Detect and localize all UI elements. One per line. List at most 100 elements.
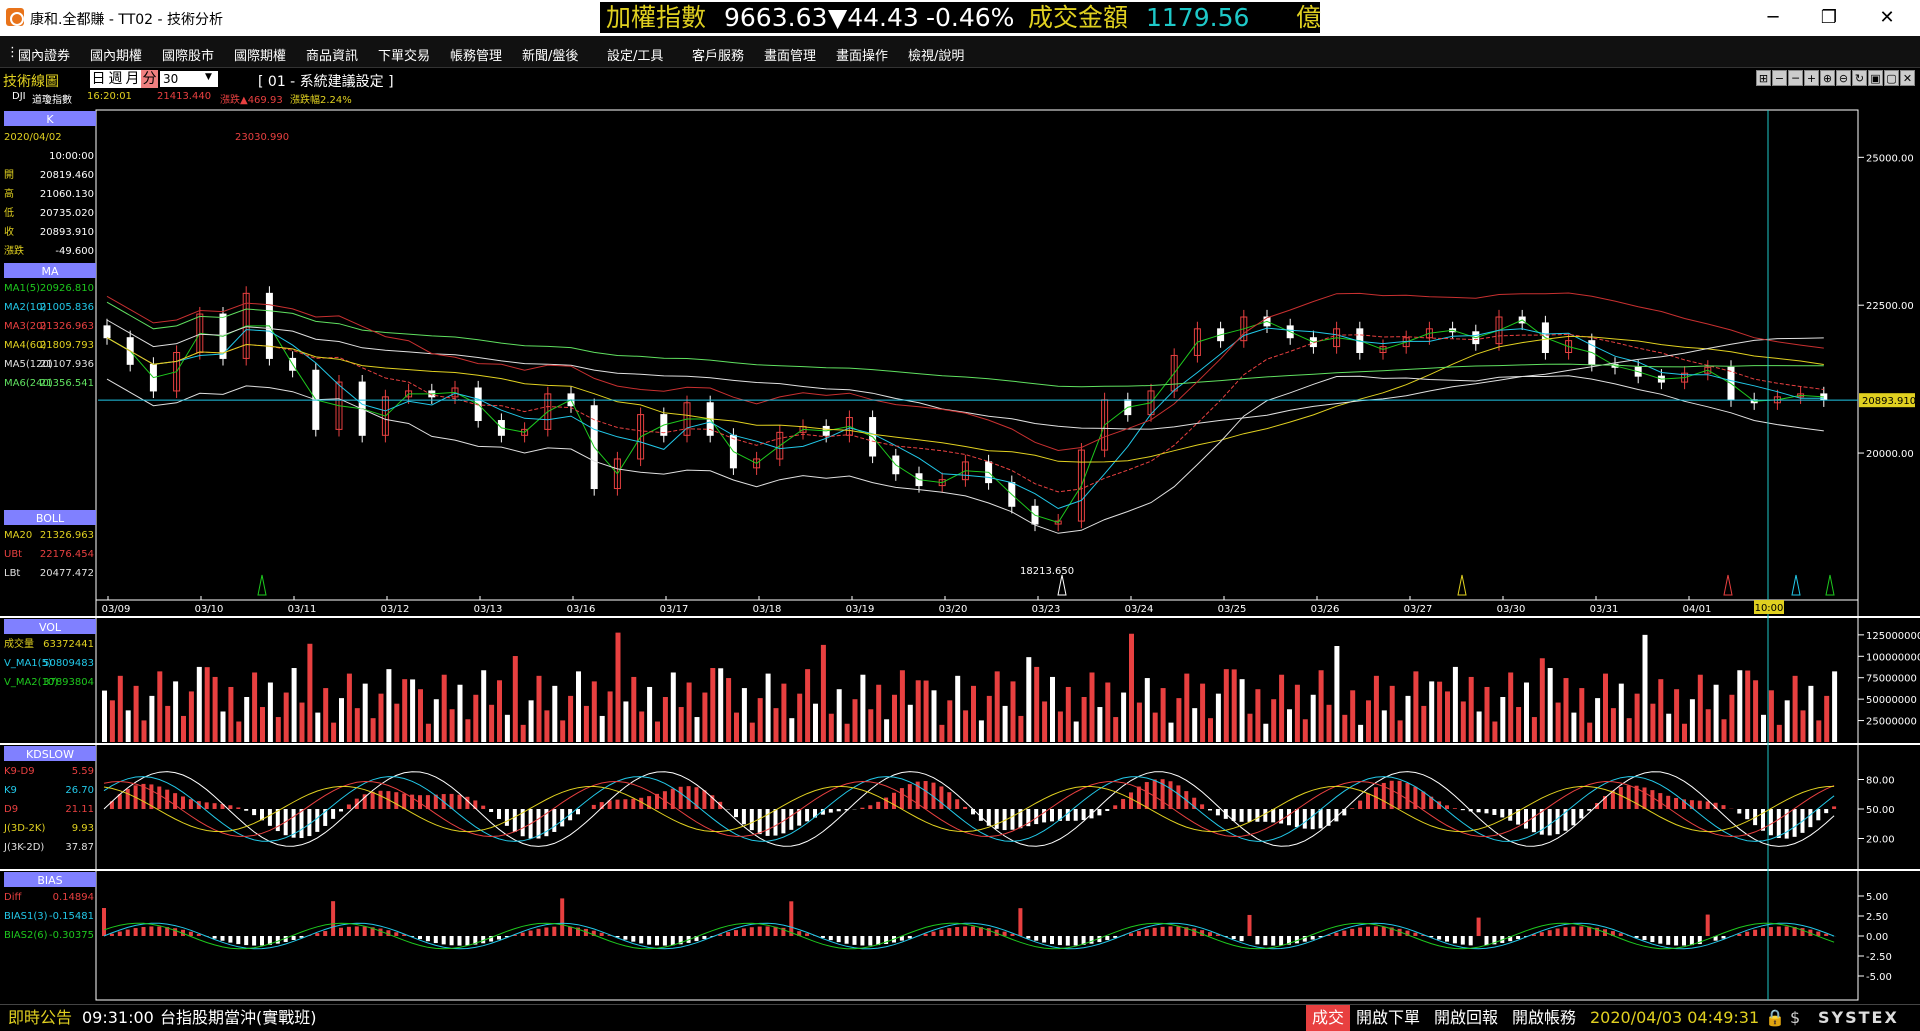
kd-bar xyxy=(742,809,746,824)
close-icon[interactable]: ✕ xyxy=(1864,4,1910,32)
bias-row-value: -0.15481 xyxy=(49,911,94,922)
bias-bar xyxy=(134,928,138,936)
vol-bar xyxy=(1524,683,1529,742)
vol-bar xyxy=(292,668,297,742)
menu-item-6[interactable]: 帳務管理 xyxy=(450,45,502,64)
x-tick-label: 03/18 xyxy=(753,604,782,615)
kd-bar xyxy=(1445,805,1449,809)
lock-icon[interactable]: 🔒 xyxy=(1765,1005,1785,1031)
chevron-down-icon[interactable]: ▼ xyxy=(205,72,212,82)
kd-row-label: J(3D-2K) xyxy=(3,823,45,834)
menu-item-8[interactable]: 設定/工具 xyxy=(607,45,663,64)
vol-bar xyxy=(505,715,510,742)
menu-item-5[interactable]: 下單交易 xyxy=(378,45,430,64)
period-tab-3[interactable]: 分 xyxy=(141,70,158,88)
save-icon[interactable]: ▣ xyxy=(1868,70,1883,86)
bias-bar xyxy=(1105,936,1109,940)
menu-item-2[interactable]: 國際股市 xyxy=(162,45,214,64)
menu-item-9[interactable]: 客戶服務 xyxy=(692,45,744,64)
bias-bar xyxy=(1090,936,1094,944)
maximize-icon[interactable]: ❐ xyxy=(1806,4,1852,32)
plus-icon[interactable]: + xyxy=(1804,70,1819,86)
notice-headline[interactable]: 台指股期當沖(實戰班) xyxy=(160,1005,317,1031)
bias-bar xyxy=(750,927,754,936)
bias-bar xyxy=(639,936,643,943)
window-icon[interactable]: ▢ xyxy=(1884,70,1899,86)
trade-badge[interactable]: 成交 xyxy=(1306,1005,1350,1031)
bias-bar xyxy=(529,931,533,936)
menu-bar: ⋮國內證券國內期權國際股市國際期權商品資訊下單交易帳務管理新聞/盤後設定/工具客… xyxy=(0,36,1920,68)
vol-bar xyxy=(458,685,463,742)
bias-bar xyxy=(497,936,501,939)
kd-bar xyxy=(1366,793,1370,809)
ticker-change: ▼44.43 xyxy=(828,2,919,33)
vol-bar xyxy=(284,693,289,742)
kd-bar xyxy=(1200,804,1204,809)
candle xyxy=(104,326,110,338)
menu-item-12[interactable]: 檢視/說明 xyxy=(908,45,964,64)
open-order-button[interactable]: 開啟下單 xyxy=(1356,1005,1420,1031)
vol-bar xyxy=(829,714,834,742)
open-account-button[interactable]: 開啟帳務 xyxy=(1512,1005,1576,1031)
bias-bar xyxy=(252,936,256,946)
dollar-icon[interactable]: $ xyxy=(1790,1005,1800,1031)
k-title: K xyxy=(46,113,54,126)
bias-bar xyxy=(1145,929,1149,936)
open-report-button[interactable]: 開啟回報 xyxy=(1434,1005,1498,1031)
crosshair-icon[interactable]: ⊞ xyxy=(1756,70,1771,86)
period-tab-1[interactable]: 週 xyxy=(107,70,124,88)
bias-bar xyxy=(1477,918,1481,936)
bias-bar xyxy=(1619,933,1623,936)
minimize-icon[interactable]: ─ xyxy=(1750,4,1796,32)
bias-row-label: Diff xyxy=(4,892,22,903)
bias-bar xyxy=(568,927,572,936)
kd-bar xyxy=(1824,809,1828,813)
vol-bar xyxy=(1516,707,1521,742)
vol-bar xyxy=(544,710,549,742)
price-change: 漲跌▲469.93 xyxy=(220,91,283,106)
vol-bar xyxy=(1508,672,1513,742)
kd-bar xyxy=(1808,809,1812,827)
preset-label[interactable]: [ 01 - 系統建議設定 ] xyxy=(258,71,394,91)
menu-item-10[interactable]: 畫面管理 xyxy=(764,45,816,64)
vol-bar xyxy=(1643,635,1648,742)
bias-bar xyxy=(774,927,778,936)
menu-item-0[interactable]: 國內證券 xyxy=(18,45,70,64)
menu-item-1[interactable]: 國內期權 xyxy=(90,45,142,64)
menu-item-7[interactable]: 新聞/盤後 xyxy=(522,45,578,64)
vol-bar xyxy=(1532,717,1537,742)
notice-label[interactable]: 即時公告 xyxy=(8,1005,72,1031)
kd-bar xyxy=(1492,809,1496,815)
bias-bar xyxy=(1461,936,1465,945)
bias-bar xyxy=(908,936,912,938)
vol-bar xyxy=(584,706,589,742)
close-panel-icon[interactable]: ✕ xyxy=(1900,70,1915,86)
status-bar: 即時公告 09:31:00 台指股期當沖(實戰班) 成交 開啟下單 開啟回報 開… xyxy=(0,1004,1920,1030)
bias-bar xyxy=(1192,928,1196,936)
bias-row-value: 0.14894 xyxy=(53,892,94,903)
menu-item-11[interactable]: 畫面操作 xyxy=(836,45,888,64)
vol-bar xyxy=(1058,711,1063,742)
zoom-out-icon[interactable]: − xyxy=(1772,70,1787,86)
minus-icon[interactable]: ─ xyxy=(1788,70,1803,86)
period-tab-0[interactable]: 日 xyxy=(90,70,107,88)
kd-bar xyxy=(1121,799,1125,809)
vol-row-value: 37893804 xyxy=(43,677,94,688)
vol-bar xyxy=(671,672,676,742)
vol-bar xyxy=(1722,719,1727,742)
bias-bar xyxy=(742,928,746,936)
vol-bar xyxy=(797,694,802,742)
kd-bar xyxy=(1548,809,1552,835)
period-tab-2[interactable]: 月 xyxy=(124,70,141,88)
vol-bar xyxy=(1650,704,1655,742)
refresh-icon[interactable]: ↻ xyxy=(1852,70,1867,86)
vol-bar xyxy=(1074,722,1079,742)
menu-item-4[interactable]: 商品資訊 xyxy=(306,45,358,64)
kd-row-label: K9-D9 xyxy=(4,766,35,777)
menu-item-3[interactable]: 國際期權 xyxy=(234,45,286,64)
bias-bar xyxy=(236,936,240,944)
search-icon[interactable]: ⊕ xyxy=(1820,70,1835,86)
vol-bar xyxy=(1161,688,1166,742)
search-minus-icon[interactable]: ⊖ xyxy=(1836,70,1851,86)
